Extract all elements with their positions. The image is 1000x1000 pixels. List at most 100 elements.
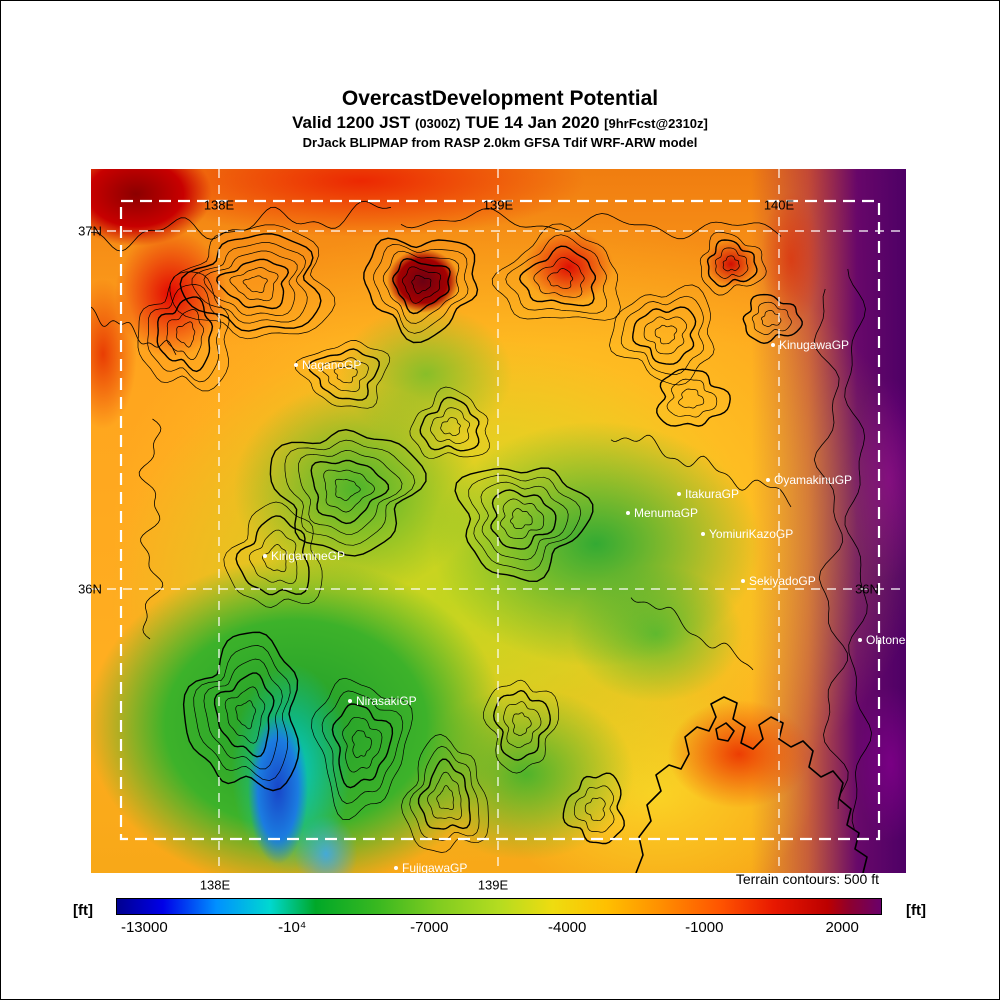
contour-ring <box>323 469 376 513</box>
contour-ring <box>334 478 361 501</box>
colorbar-ticks: -13000 -10⁴ -7000 -4000 -1000 2000 <box>116 919 882 937</box>
station-dot <box>858 638 862 642</box>
contour-ring <box>510 508 533 529</box>
station-ohtonegp: OhtoneGP <box>858 634 906 646</box>
contour-ring <box>656 368 731 427</box>
station-dot <box>626 511 630 515</box>
contour-ring <box>321 690 404 804</box>
station-dot <box>677 492 681 496</box>
contour-ring <box>216 258 290 310</box>
colorbar-unit-left: [ft] <box>73 902 93 919</box>
contour-ring <box>483 679 560 774</box>
contour-ring <box>631 306 697 365</box>
station-label: KirigamineGP <box>271 549 346 563</box>
contour-ring <box>490 489 557 550</box>
contour-ring <box>643 316 687 355</box>
contour-ring <box>492 689 552 761</box>
contour-line <box>630 597 754 671</box>
contour-ring <box>392 257 451 315</box>
contour-ring <box>248 529 298 585</box>
valid-line: Valid 1200 JST (0300Z) TUE 14 Jan 2020 [… <box>1 113 999 133</box>
contour-ring <box>417 758 471 830</box>
station-dot <box>348 699 352 703</box>
station-label: SekiyadoGP <box>749 574 816 588</box>
station-label: ItakuraGP <box>685 487 740 501</box>
contour-ring <box>223 501 323 608</box>
contour-line <box>91 200 392 252</box>
contour-ring <box>235 515 310 596</box>
station-label: FujigawaGP <box>402 861 468 873</box>
station-dot <box>741 579 745 583</box>
colorbar-tick: -1000 <box>685 919 724 936</box>
contour-ring <box>331 703 394 789</box>
contour-ring <box>411 274 432 294</box>
contour-ring <box>307 348 380 401</box>
contour-ring <box>294 340 391 409</box>
contour-ring <box>191 242 308 324</box>
station-label: OyamakinuGP <box>774 473 853 487</box>
contour-ring <box>440 417 461 437</box>
station-nirasakigp: NirasakiGP <box>348 695 417 707</box>
contour-ring <box>654 324 678 345</box>
contour-line <box>813 288 849 810</box>
coastline <box>635 696 868 873</box>
map: NaganoGP KinugawaGP OyamakinuGP ItakuraGP Me… <box>91 169 906 873</box>
contour-ring <box>699 231 767 296</box>
contour-ring <box>620 295 704 375</box>
station-label: NirasakiGP <box>356 694 417 708</box>
contour-ring <box>310 459 390 525</box>
forecast-offset: [9hrFcst@2310z] <box>604 116 708 131</box>
station-label: YomiuriKazoGP <box>709 527 794 541</box>
colorbar-tick: 2000 <box>825 919 859 936</box>
contour-ring <box>505 234 607 314</box>
contour-ring <box>166 309 204 360</box>
contour-ring <box>430 407 471 445</box>
station-dot <box>771 343 775 347</box>
contour-ring <box>363 237 479 344</box>
contour-ring <box>715 247 749 279</box>
contour-ring <box>193 645 291 781</box>
grid-label-138e: 138E <box>199 877 231 893</box>
station-dot <box>263 554 267 558</box>
station-label: NaganoGP <box>302 358 362 372</box>
contour-ring <box>284 439 416 546</box>
station-kinugawagp: KinugawaGP <box>771 339 849 351</box>
contour-ring <box>169 224 336 340</box>
valid-time: Valid 1200 JST <box>292 113 415 132</box>
contour-ring <box>512 712 532 737</box>
contour-line <box>610 434 792 508</box>
contour-ring <box>203 658 283 770</box>
colorbar <box>116 898 882 915</box>
colorbar-tick: -13000 <box>120 919 168 936</box>
contour-ring <box>419 396 480 452</box>
contour-ring <box>722 255 740 272</box>
contour-ring <box>224 686 266 744</box>
station-dot <box>766 478 770 482</box>
contour-ring <box>500 498 545 539</box>
contour-ring <box>269 428 427 557</box>
station-label: MenumaGP <box>634 506 699 520</box>
contour-line <box>844 268 873 830</box>
contour-ring <box>533 257 585 298</box>
station-menumagp: MenumaGP <box>626 507 698 519</box>
contour-ring <box>409 386 490 459</box>
contour-ring <box>409 745 480 841</box>
terrain-contours <box>91 200 873 853</box>
station-fujigawagp: FujigawaGP <box>394 862 467 873</box>
contour-ring <box>147 284 222 383</box>
contour-ring <box>742 293 803 345</box>
station-label: OhtoneGP <box>866 633 906 647</box>
valid-date: TUE 14 Jan 2020 <box>460 113 605 132</box>
colorbar-unit-right: [ft] <box>906 902 926 919</box>
contour-ring <box>454 467 594 583</box>
contour-ring <box>229 267 279 302</box>
station-dot <box>394 866 398 870</box>
contour-ring <box>311 677 413 820</box>
valid-zulu: (0300Z) <box>414 116 461 131</box>
contour-ring <box>351 730 372 758</box>
station-itakuragp: ItakuraGP <box>677 488 739 500</box>
header: OvercastDevelopment Potential Valid 1200… <box>1 87 999 150</box>
contour-ring <box>321 357 369 392</box>
grid-label-139e: 139E <box>477 877 509 893</box>
contour-ring <box>242 275 268 293</box>
